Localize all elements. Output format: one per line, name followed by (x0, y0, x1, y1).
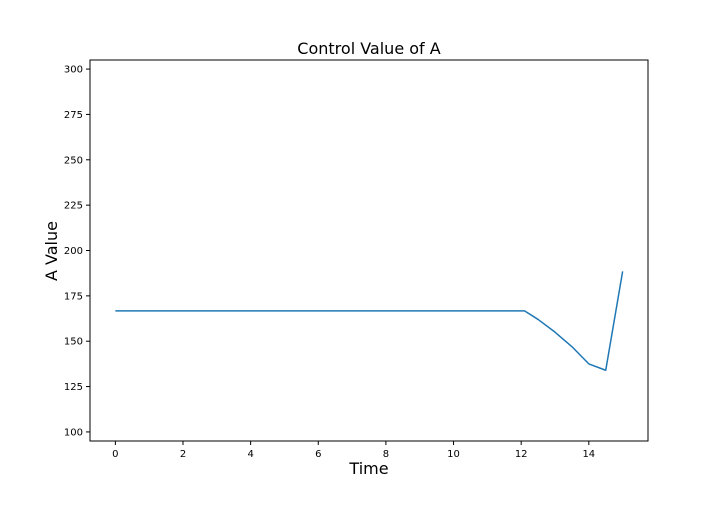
x-tick-label: 10 (447, 449, 460, 460)
y-tick-label: 125 (64, 382, 83, 393)
x-tick-label: 8 (383, 449, 389, 460)
y-axis-ticks: 100 125 150 175 200 225 250 275 300 (64, 65, 90, 438)
series-line-0 (115, 271, 624, 371)
y-tick-label: 175 (64, 291, 83, 302)
y-tick-label: 200 (64, 246, 83, 257)
y-tick-label: 300 (64, 65, 83, 76)
x-tick-label: 2 (180, 449, 186, 460)
y-axis-label: A Value (42, 221, 61, 281)
y-tick-label: 100 (64, 427, 83, 438)
y-tick-label: 150 (64, 337, 83, 348)
x-tick-label: 4 (247, 449, 253, 460)
x-tick-label: 6 (315, 449, 321, 460)
series-layer (115, 271, 624, 371)
x-axis-label: Time (348, 459, 388, 478)
x-tick-label: 12 (515, 449, 528, 460)
x-tick-label: 0 (112, 449, 118, 460)
x-tick-label: 14 (582, 449, 595, 460)
y-tick-label: 250 (64, 155, 83, 166)
chart-title: Control Value of A (297, 39, 440, 58)
x-axis-ticks: 0 2 4 6 8 10 12 14 (112, 441, 595, 460)
y-tick-label: 225 (64, 201, 83, 212)
y-tick-label: 275 (64, 110, 83, 121)
